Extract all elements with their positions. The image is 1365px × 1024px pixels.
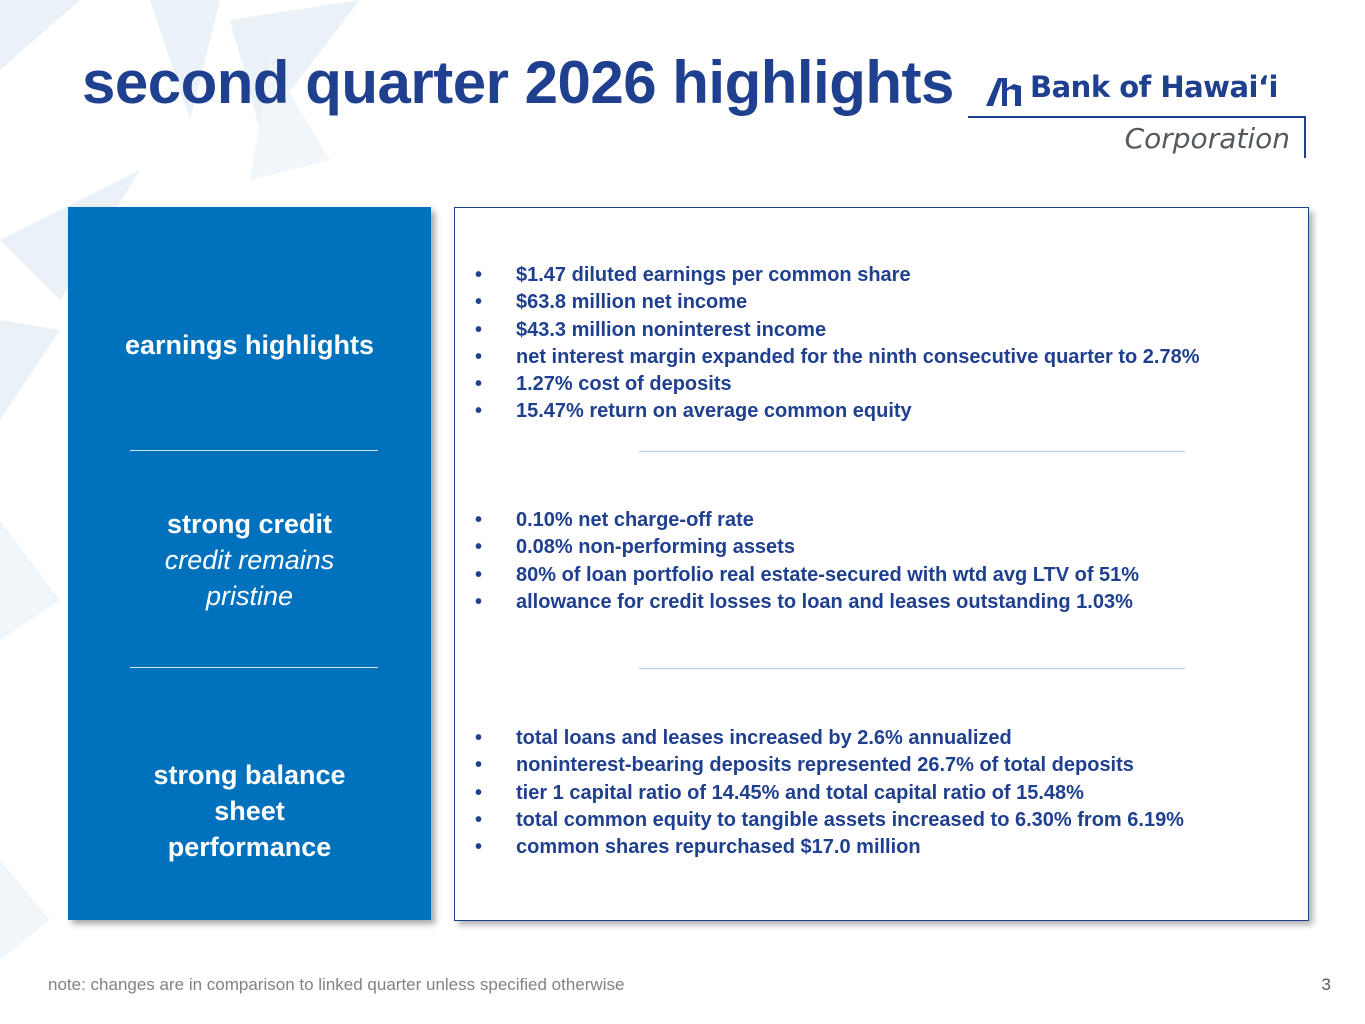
list-item: net interest margin expanded for the nin… bbox=[475, 344, 1199, 372]
earnings-bullet-list: $1.47 diluted earnings per common share … bbox=[475, 262, 1199, 426]
section-headings-panel: earnings highlights strong credit credit… bbox=[68, 207, 431, 920]
list-item: 0.08% non-performing assets bbox=[475, 534, 1139, 562]
list-item: $1.47 diluted earnings per common share bbox=[475, 262, 1199, 290]
list-item: allowance for credit losses to loan and … bbox=[475, 589, 1139, 617]
section-divider bbox=[639, 451, 1185, 452]
footnote: note: changes are in comparison to linke… bbox=[48, 975, 625, 994]
section-divider bbox=[130, 667, 378, 668]
highlights-panel: $1.47 diluted earnings per common share … bbox=[454, 207, 1309, 921]
list-item: $43.3 million noninterest income bbox=[475, 317, 1199, 345]
balance-sheet-heading: strong balance sheet performance bbox=[68, 757, 431, 865]
strong-credit-heading: strong credit credit remains pristine bbox=[68, 506, 431, 614]
section-heading: strong credit bbox=[166, 509, 333, 539]
section-heading: earnings highlights bbox=[124, 330, 374, 360]
logo-rule bbox=[968, 116, 1306, 118]
page-number: 3 bbox=[1321, 975, 1331, 994]
section-divider bbox=[639, 668, 1185, 669]
logo-subtitle: Corporation bbox=[1124, 122, 1290, 155]
list-item: 1.27% cost of deposits bbox=[475, 371, 1199, 399]
list-item: total loans and leases increased by 2.6%… bbox=[475, 725, 1184, 753]
list-item: tier 1 capital ratio of 14.45% and total… bbox=[475, 780, 1184, 808]
bank-of-hawaii-logo-icon bbox=[986, 78, 1021, 106]
list-item: 15.47% return on average common equity bbox=[475, 398, 1199, 426]
credit-bullet-list: 0.10% net charge-off rate 0.08% non-perf… bbox=[475, 507, 1139, 616]
section-subheading: credit remains pristine bbox=[164, 545, 335, 611]
list-item: common shares repurchased $17.0 million bbox=[475, 834, 1184, 862]
logo-vertical-rule bbox=[1304, 116, 1306, 158]
list-item: 80% of loan portfolio real estate-secure… bbox=[475, 562, 1139, 590]
earnings-highlights-heading: earnings highlights bbox=[68, 327, 431, 363]
list-item: total common equity to tangible assets i… bbox=[475, 807, 1184, 835]
logo-name: Bank of Hawaiʻi bbox=[1030, 70, 1278, 104]
company-logo: Bank of Hawaiʻi Corporation bbox=[968, 66, 1308, 160]
section-divider bbox=[130, 450, 378, 451]
list-item: $63.8 million net income bbox=[475, 289, 1199, 317]
page-title: second quarter 2026 highlights bbox=[82, 49, 954, 116]
balance-sheet-bullet-list: total loans and leases increased by 2.6%… bbox=[475, 725, 1184, 862]
section-heading: strong balance sheet performance bbox=[153, 760, 346, 862]
list-item: 0.10% net charge-off rate bbox=[475, 507, 1139, 535]
list-item: noninterest-bearing deposits represented… bbox=[475, 752, 1184, 780]
